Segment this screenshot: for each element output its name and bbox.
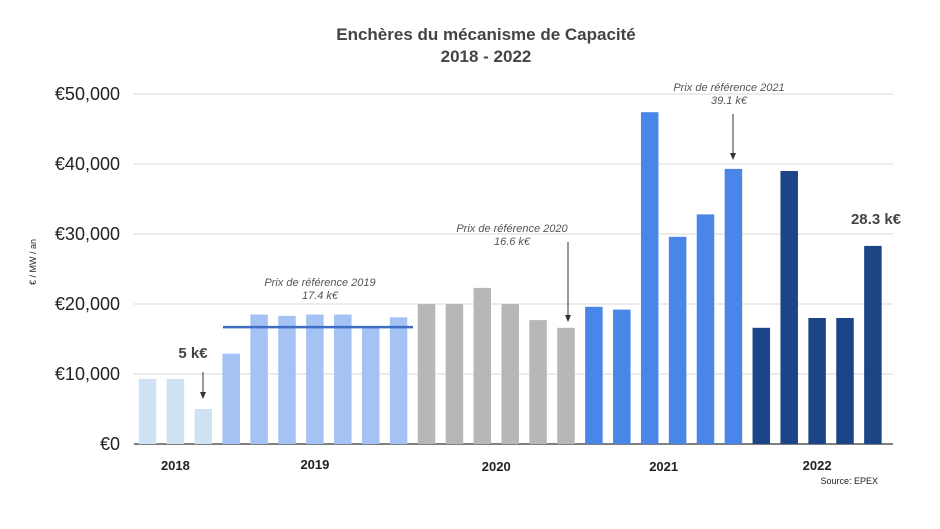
bar-2022-1 [752,327,771,444]
bar-2021-1 [585,306,603,444]
bar-2019-6 [361,326,380,444]
annotation-2020-line2: 16.6 k€ [494,236,531,248]
annotation-2020-arrow-head [565,315,571,322]
y-tick-label: €30,000 [55,224,120,244]
bar-2022-2 [780,171,798,444]
bar-2020-5 [529,320,547,444]
chart-subtitle: 2018 - 2022 [441,47,532,66]
annotation-2019-line2: 17.4 k€ [302,290,339,302]
bar-2020-4 [501,304,519,444]
bar-2022-3 [808,318,826,444]
annotation-2022-text: 28.3 k€ [851,211,902,228]
bar-2021-2 [613,309,631,444]
annotation-2021-line2: 39.1 k€ [711,95,748,107]
x-tick-label-2021: 2021 [649,459,678,474]
y-tick-label: €50,000 [55,84,120,104]
bar-2020-6 [557,327,575,444]
bar-2020-2 [445,304,464,444]
x-tick-label-2019: 2019 [300,457,329,472]
x-tick-label-2018: 2018 [161,458,190,473]
annotation-2019-line1: Prix de référence 2019 [264,277,375,289]
annotation-2019: Prix de référence 2019 17.4 k€ [264,277,375,302]
bar-2019-4 [306,314,324,444]
bar-2019-5 [334,314,352,444]
source-note: Source: EPEX [820,476,878,486]
chart-title: Enchères du mécanisme de Capacité [336,25,636,44]
bar-2022-4 [836,318,854,444]
bar-2019-3 [278,315,296,444]
x-axis-ticks: 2018 2019 2020 2021 2022 [161,457,832,474]
annotation-2020: Prix de référence 2020 16.6 k€ [456,223,571,322]
y-tick-label: €40,000 [55,154,120,174]
x-tick-label-2022: 2022 [803,458,832,473]
bar-2021-4 [668,236,687,444]
bar-2020-3 [473,287,492,444]
bar-2021-6 [724,168,743,444]
bar-2021-3 [640,112,659,444]
bar-2019-2 [250,314,268,444]
y-axis-label: € / MW / an [28,239,38,285]
y-tick-label: €0 [100,434,120,454]
bars [138,112,882,444]
annotation-2018-arrow-head [200,392,206,399]
bar-2018-3 [194,409,213,444]
x-tick-label-2020: 2020 [482,459,511,474]
annotation-2020-line1: Prix de référence 2020 [456,223,568,235]
annotation-2021-line1: Prix de référence 2021 [673,82,784,94]
bar-2018-2 [166,378,185,444]
bar-2019-1 [222,353,240,444]
annotation-2021: Prix de référence 2021 39.1 k€ [673,82,785,160]
annotation-2018-text: 5 k€ [178,345,208,362]
y-axis-ticks: €0 €10,000 €20,000 €30,000 €40,000 €50,000 [55,84,120,454]
bar-2019-7 [389,317,408,444]
bar-2018-1 [138,378,157,444]
y-tick-label: €20,000 [55,294,120,314]
annotation-2018: 5 k€ [178,345,208,399]
bar-2022-5 [864,245,882,444]
bar-2020-1 [417,304,436,444]
annotation-2021-arrow-head [730,153,736,160]
bar-2021-5 [696,214,715,444]
y-tick-label: €10,000 [55,364,120,384]
